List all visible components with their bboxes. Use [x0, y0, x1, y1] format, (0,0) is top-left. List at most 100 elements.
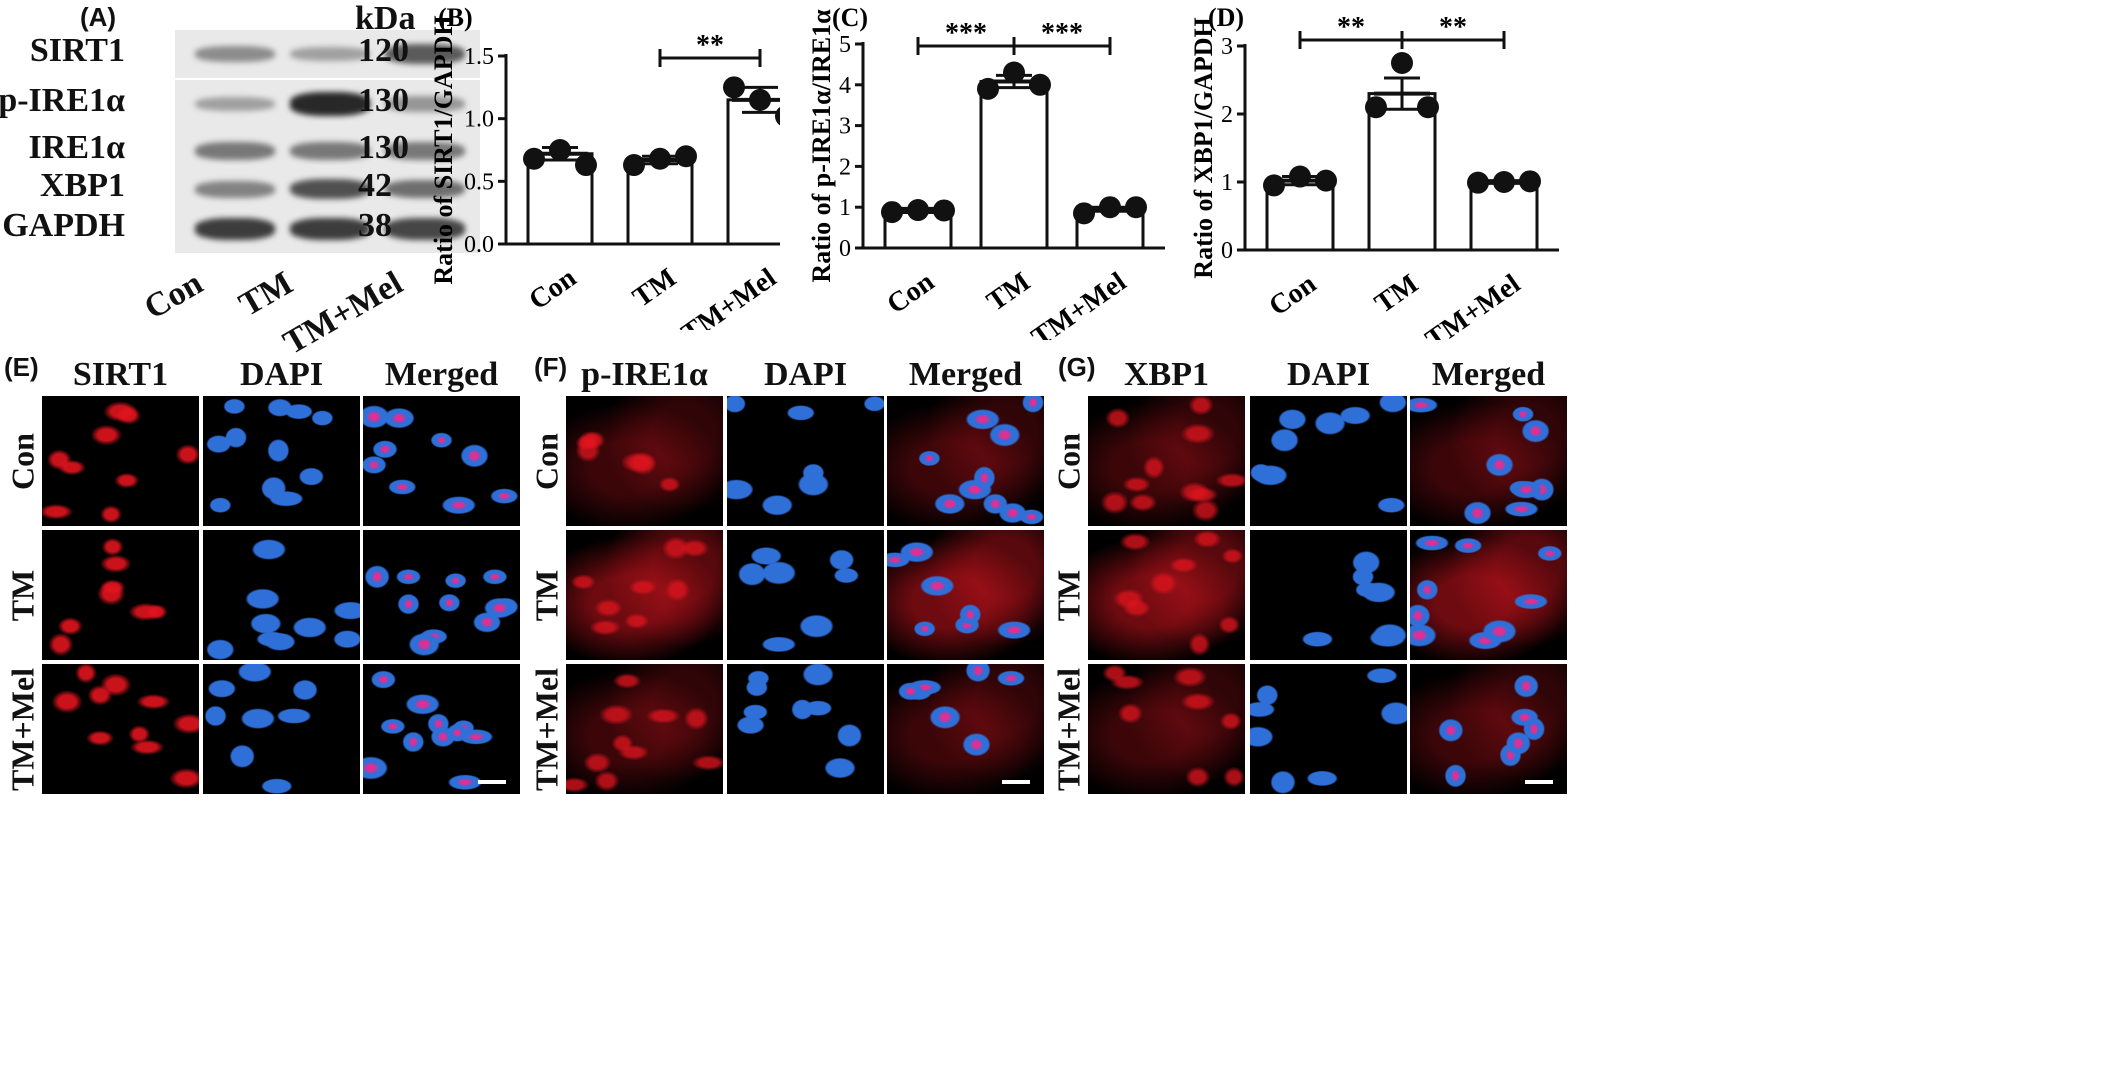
- y-axis-label: Ratio of SIRT1/GAPDH: [429, 15, 458, 284]
- y-tick-label: 0.0: [464, 232, 494, 258]
- blot-band: [385, 179, 465, 199]
- blot-protein-label: XBP1: [40, 167, 125, 204]
- if-row-label: TM: [1050, 569, 1087, 622]
- micrograph-tile: [203, 396, 360, 526]
- blot-band: [290, 178, 370, 200]
- data-point: [1125, 196, 1147, 219]
- data-point: [723, 76, 745, 99]
- if-row-label: Con: [528, 433, 565, 490]
- if-column-header: XBP1: [1124, 356, 1209, 393]
- significance-label: **: [1439, 12, 1467, 43]
- data-point: [881, 201, 903, 224]
- if-row-label: TM: [4, 569, 41, 622]
- y-tick-label: 2: [1221, 102, 1233, 128]
- significance-label: ***: [1041, 18, 1083, 49]
- micrograph-tile: [1088, 530, 1245, 660]
- data-point: [1467, 171, 1489, 194]
- if-column-header: p-IRE1α: [581, 356, 708, 393]
- blot-band: [385, 44, 465, 64]
- bar: [1367, 92, 1437, 252]
- data-point: [1315, 169, 1337, 192]
- x-tick-label: TM: [1369, 268, 1424, 319]
- micrograph-tile: [566, 530, 723, 660]
- blot-kda-value: 130: [358, 82, 409, 119]
- blot-protein-label: SIRT1: [29, 32, 125, 69]
- data-point: [1365, 96, 1387, 119]
- blot-protein-label: IRE1α: [28, 129, 125, 166]
- micrograph-tile: [1088, 396, 1245, 526]
- blot-band: [290, 142, 370, 160]
- if-row-label: TM+Mel: [528, 667, 565, 792]
- if-row-label: TM+Mel: [4, 667, 41, 792]
- data-point: [1391, 52, 1413, 74]
- y-tick-label: 0.5: [464, 169, 494, 195]
- significance-label: ***: [945, 18, 987, 49]
- blot-kda-value: 130: [358, 129, 409, 166]
- x-tick-label: Con: [523, 262, 582, 316]
- data-point: [933, 199, 955, 222]
- y-tick-label: 1: [1221, 170, 1233, 196]
- x-tick-label: TM+Mel: [1026, 266, 1132, 340]
- blot-band: [195, 96, 275, 112]
- micrograph-tile: [363, 530, 520, 660]
- x-tick-label: TM: [627, 262, 682, 313]
- blot-kda-value: 38: [358, 207, 392, 244]
- x-tick-label: TM+Mel: [1420, 268, 1526, 340]
- if-row-label: Con: [1050, 433, 1087, 490]
- significance-label: **: [696, 30, 724, 61]
- micrograph-tile: [1088, 664, 1245, 794]
- blot-band: [195, 142, 275, 160]
- x-tick-label: Con: [1263, 268, 1322, 322]
- data-point: [1029, 73, 1051, 96]
- blot-band: [385, 96, 465, 112]
- micrograph-tile: [727, 530, 884, 660]
- if-row-label: TM: [528, 569, 565, 622]
- micrograph-tile: [203, 530, 360, 660]
- micrograph-tile: [42, 530, 199, 660]
- western-blot-panel: (A) kDa SIRT1 120 p-IRE1α 130 IRE1α 130 XBP1 42…: [0, 0, 540, 362]
- micrograph-tile: [566, 396, 723, 526]
- bar: [1469, 180, 1539, 252]
- bar: [979, 80, 1049, 250]
- blot-band: [195, 180, 275, 198]
- data-point: [1519, 170, 1541, 193]
- panel-label-if: (G): [1058, 352, 1096, 382]
- micrograph-tile: [727, 664, 884, 794]
- data-point: [1493, 171, 1515, 193]
- if-row-label: Con: [4, 433, 41, 490]
- y-tick-label: 3: [839, 114, 851, 140]
- y-tick-label: 3: [1221, 34, 1233, 60]
- panel-label-if: (E): [4, 352, 39, 382]
- micrograph-tile: [1250, 664, 1407, 794]
- micrograph-tile: [887, 530, 1044, 660]
- blot-band: [385, 142, 465, 160]
- micrograph-tile: [203, 664, 360, 794]
- data-point: [1003, 61, 1025, 84]
- blot-protein-label: GAPDH: [2, 207, 125, 244]
- micrograph-tile: [363, 396, 520, 526]
- panel-label-a: (A): [80, 2, 117, 32]
- y-axis-label: Ratio of p-IRE1α/IRE1α: [808, 9, 836, 283]
- micrograph-tile: [363, 664, 520, 794]
- panel-label: (D): [1208, 3, 1244, 32]
- micrograph-tile: [42, 664, 199, 794]
- blot-band: [290, 92, 370, 116]
- blot-strip: [175, 30, 480, 78]
- y-tick-label: 4: [839, 73, 851, 99]
- y-tick-label: 2: [839, 154, 851, 180]
- micrograph-tile: [1410, 396, 1567, 526]
- panel-label: (C): [832, 3, 868, 32]
- data-point: [1289, 165, 1311, 188]
- data-point: [1417, 96, 1439, 119]
- micrograph-tile: [1410, 664, 1567, 794]
- y-tick-label: 0: [1221, 238, 1233, 264]
- data-point: [749, 88, 771, 111]
- x-tick-label: Con: [881, 266, 940, 320]
- if-column-header: Merged: [908, 356, 1023, 393]
- data-point: [1263, 174, 1285, 197]
- if-column-header: SIRT1: [72, 356, 169, 393]
- micrograph-tile: [566, 664, 723, 794]
